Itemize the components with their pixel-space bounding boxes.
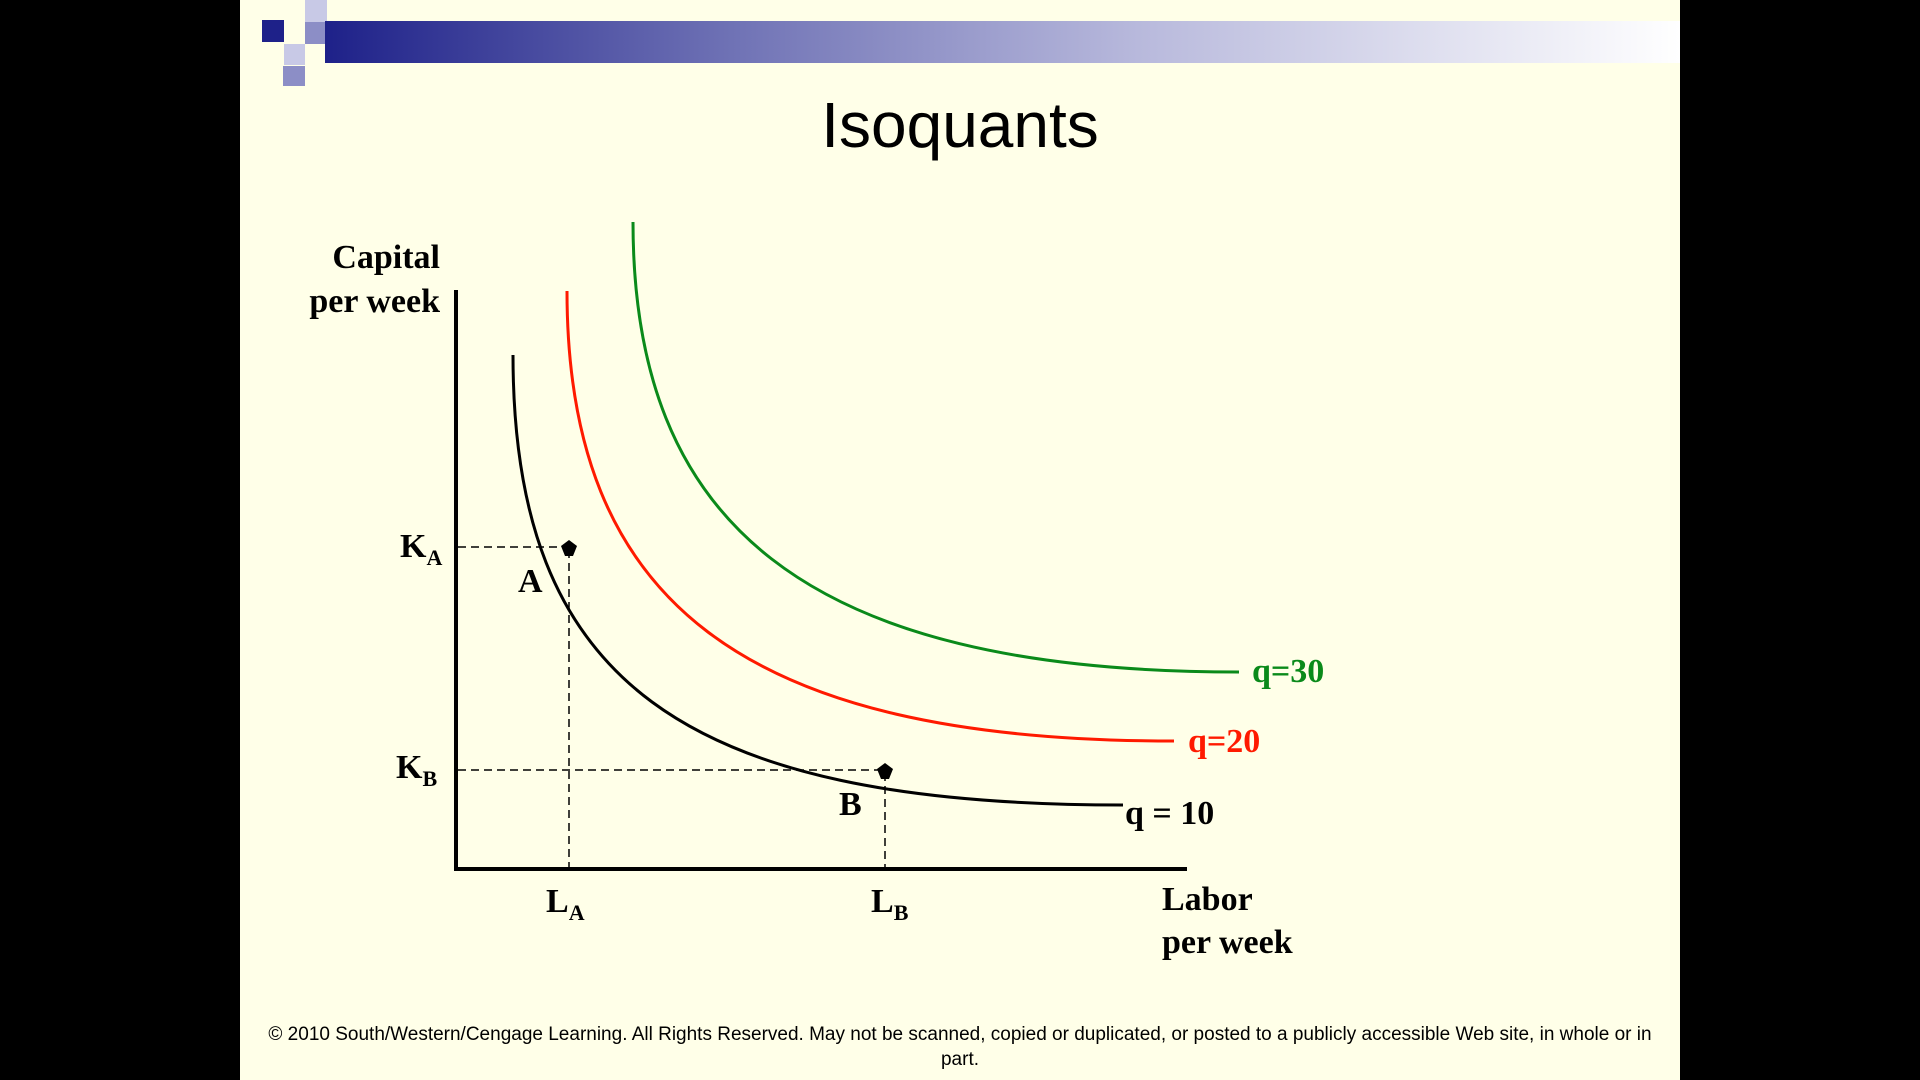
slide-title: Isoquants xyxy=(821,89,1099,161)
tick-label-kb: KB xyxy=(396,749,437,791)
isoquant-curve-q10 xyxy=(511,354,1124,807)
y-axis-label-line-1: Capital xyxy=(332,239,440,276)
point-b-marker xyxy=(877,763,893,779)
y-axis-label-line-2: per week xyxy=(309,283,440,320)
tick-label-ka-sub: A xyxy=(426,545,442,570)
header-square-3 xyxy=(305,22,327,44)
tick-label-ka: KA xyxy=(400,528,442,570)
point-a-label: A xyxy=(518,563,543,600)
tick-label-la-main: L xyxy=(546,883,569,920)
tick-label-kb-main: K xyxy=(396,749,423,786)
slide: Isoquants Capital per week Labor per wee… xyxy=(240,0,1680,1080)
tick-label-lb: LB xyxy=(871,883,909,925)
tick-label-lb-sub: B xyxy=(894,900,909,925)
copyright-notice: © 2010 South/Western/Cengage Learning. A… xyxy=(268,1024,1652,1070)
tick-label-kb-sub: B xyxy=(422,766,437,791)
header-square-2 xyxy=(305,0,327,22)
x-axis-label-line-1: Labor xyxy=(1162,881,1253,918)
tick-label-la-sub: A xyxy=(569,900,585,925)
isoquant-curve-q20 xyxy=(565,290,1175,743)
tick-label-lb-main: L xyxy=(871,883,894,920)
header-square-1 xyxy=(262,20,284,42)
series-label-q30: q=30 xyxy=(1252,653,1324,690)
series-label-q20: q=20 xyxy=(1188,723,1260,760)
isoquant-chart: Capital per week Labor per week q=30 q=2… xyxy=(309,221,1324,961)
series-label-q10: q = 10 xyxy=(1125,795,1214,832)
x-axis-label-line-2: per week xyxy=(1162,924,1293,961)
isoquant-curve-q30 xyxy=(631,221,1240,674)
point-a-marker xyxy=(561,540,577,556)
header-square-5 xyxy=(283,66,305,86)
header-gradient-bar xyxy=(325,21,1680,63)
tick-label-la: LA xyxy=(546,883,585,925)
header-square-4 xyxy=(284,44,305,65)
tick-label-ka-main: K xyxy=(400,528,427,565)
point-b-label: B xyxy=(839,786,862,823)
